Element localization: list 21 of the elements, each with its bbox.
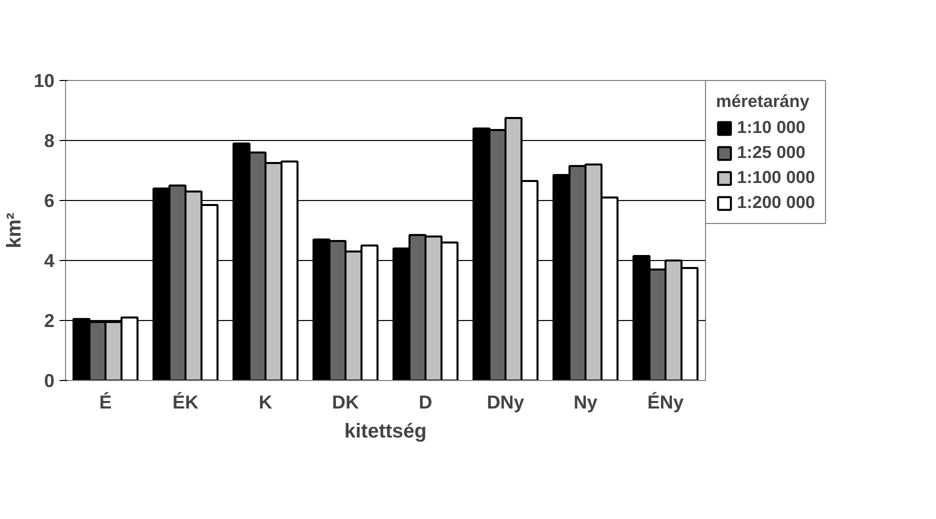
y-tick-label: 6 <box>44 190 55 211</box>
legend-label: 1:200 000 <box>737 192 816 213</box>
x-tick-label: É <box>99 392 112 412</box>
x-axis-title: kitettség <box>344 420 427 442</box>
x-tick-label: Ny <box>574 392 598 412</box>
legend-label: 1:25 000 <box>737 142 806 163</box>
y-tick-label: 2 <box>44 310 55 331</box>
x-tick-label: DK <box>332 392 360 412</box>
legend-title: méretarány <box>716 91 810 112</box>
x-tick-label: DNy <box>486 392 525 412</box>
y-tick-label: 4 <box>44 250 56 271</box>
legend-label: 1:10 000 <box>737 117 806 138</box>
y-axis-title: km² <box>4 212 26 248</box>
x-tick-label: K <box>258 392 273 412</box>
x-tick-label: ÉK <box>172 392 199 412</box>
x-tick-label: ÉNy <box>647 392 684 412</box>
legend-label: 1:100 000 <box>737 167 816 188</box>
y-tick-label: 10 <box>34 70 55 91</box>
x-tick-label: D <box>418 392 432 412</box>
y-tick-label: 0 <box>44 370 55 391</box>
y-tick-label: 8 <box>44 130 55 151</box>
